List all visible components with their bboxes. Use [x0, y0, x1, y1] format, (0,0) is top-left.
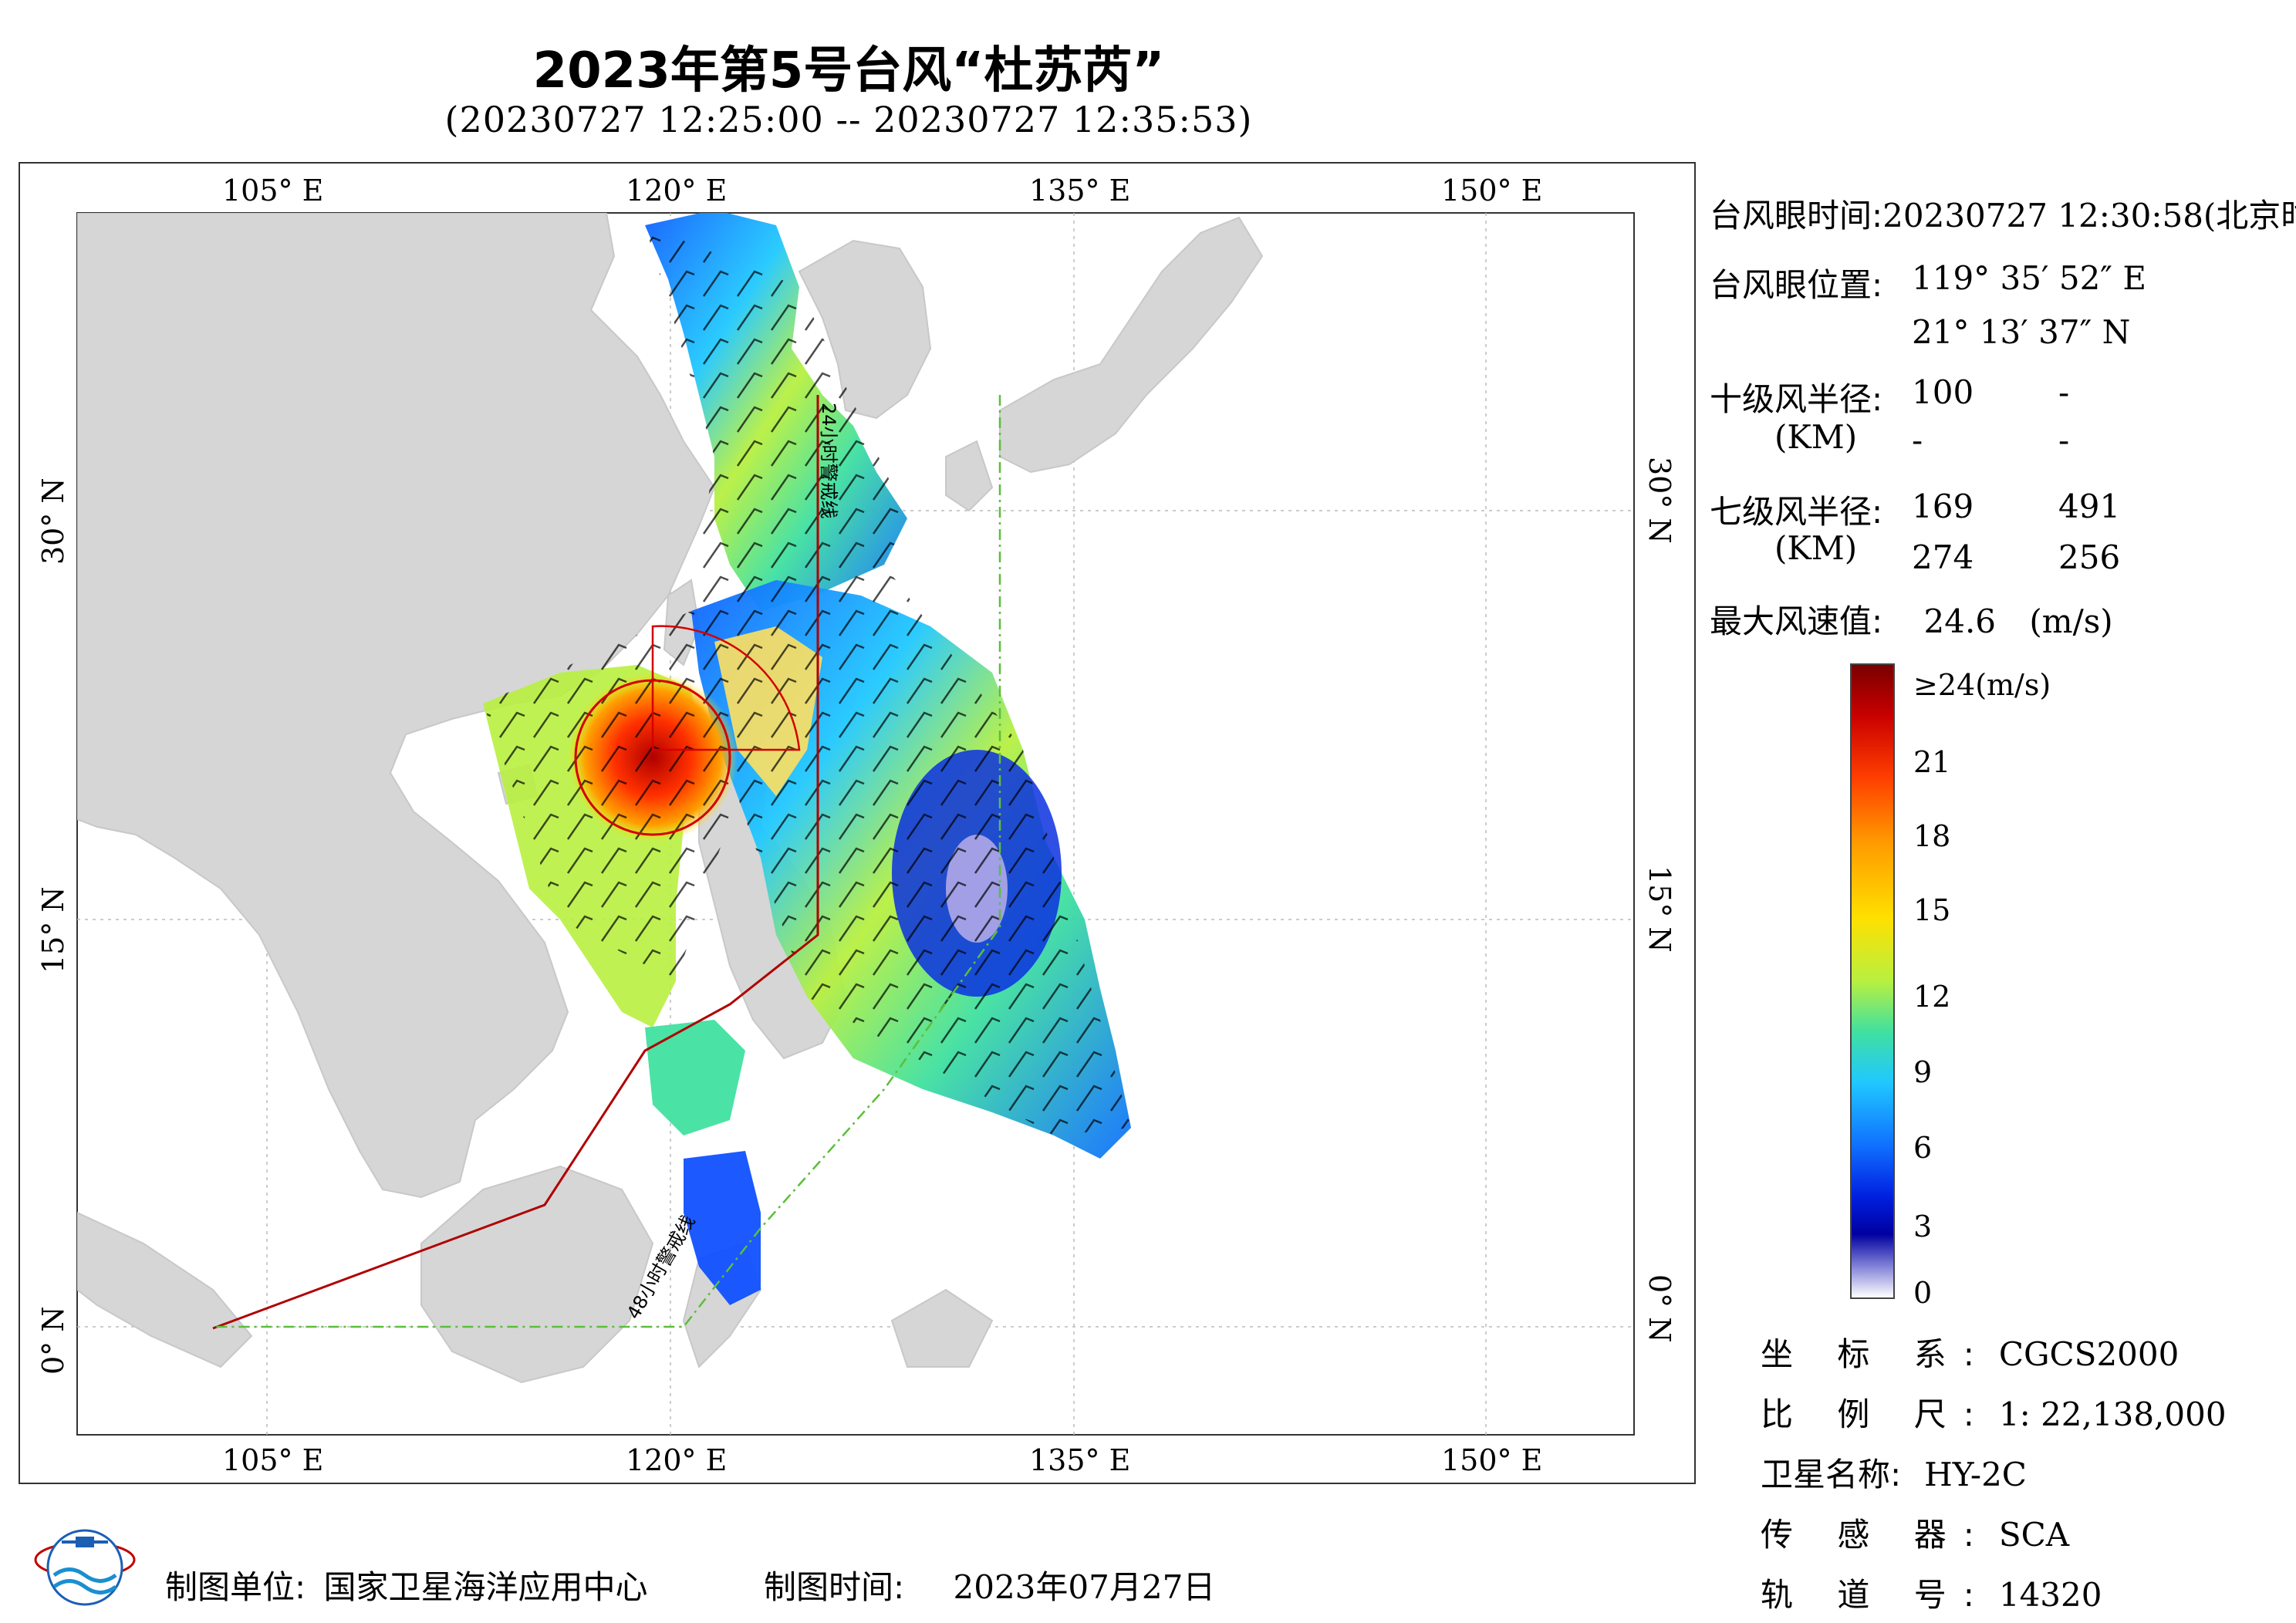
- map-subtitle: (20230727 12:25:00 -- 20230727 12:35:53): [444, 99, 1253, 140]
- eye-time-label: 台风眼时间:: [1710, 197, 1883, 235]
- meta-orbit: 轨 道 号: 14320: [1761, 1576, 2102, 1614]
- producer-value: 国家卫星海洋应用中心: [323, 1568, 648, 1606]
- map-frame: 24小时警戒线 48小时警戒线 105° E 120° E 135° E 150…: [19, 162, 1696, 1484]
- r7-sw: 274: [1912, 538, 1974, 576]
- legend-label-9: 9: [1913, 1055, 1933, 1089]
- lon-tick-bottom-150: 150° E: [1441, 1443, 1542, 1477]
- wind-swath: [483, 213, 1131, 1305]
- japan: [999, 216, 1264, 474]
- meta-scale: 比 例 尺: 1: 22,138,000: [1761, 1395, 2227, 1433]
- eye-pos-label: 台风眼位置:: [1710, 266, 1883, 304]
- date-row: 制图时间: 2023年07月27日: [764, 1561, 1215, 1608]
- r7-ne: 169: [1912, 488, 1974, 525]
- land: [77, 213, 1264, 1384]
- swath-south-b: [684, 1151, 761, 1305]
- eye-lon: 119° 35′ 52″ E: [1912, 259, 2146, 297]
- max-wind-unit: (m/s): [2029, 602, 2113, 640]
- wind-speed-colorbar: [1850, 663, 1895, 1299]
- swath-south-a: [645, 1020, 745, 1135]
- lon-tick-top-150: 150° E: [1441, 174, 1542, 208]
- r10-se: -: [2058, 373, 2070, 411]
- r7-unit: (KM): [1774, 529, 1858, 567]
- eye-lat: 21° 13′ 37″ N: [1912, 313, 2131, 351]
- eye-time-value: 20230727 12:30:58(北京时): [1882, 197, 2296, 235]
- meta-crs: 坐 标 系: CGCS2000: [1761, 1335, 2180, 1373]
- borneo: [420, 1165, 654, 1384]
- r10-nw: -: [2058, 421, 2070, 459]
- lon-tick-bottom-120: 120° E: [626, 1443, 727, 1477]
- legend-label-3: 3: [1913, 1210, 1933, 1243]
- warning-line-24h: [212, 395, 819, 1330]
- wind-barbs: [483, 225, 1131, 1135]
- eye-position-block: 台风眼位置:: [1710, 259, 1882, 306]
- legend-label-15: 15: [1913, 893, 1951, 927]
- lat-tick-left-0: 0° N: [36, 1306, 70, 1375]
- r7-label: 七级风半径:: [1710, 493, 1883, 531]
- legend-label-6: 6: [1913, 1131, 1933, 1165]
- asia-mainland: [77, 213, 716, 1199]
- wind-radius-arc: [651, 625, 801, 751]
- nsoas-logo: [31, 1513, 139, 1614]
- lat-tick-right-15: 15° N: [1643, 865, 1676, 953]
- kyushu: [945, 440, 994, 512]
- max-wind-label: 最大风速值:: [1710, 602, 1883, 640]
- map-title: 2023年第5号台风“杜苏芮”: [532, 42, 1165, 100]
- label-24h-line: 24小时警戒线: [818, 403, 839, 519]
- legend-label-21: 21: [1913, 745, 1951, 779]
- lon-tick-top-120: 120° E: [626, 174, 727, 208]
- r10-label: 十级风半径:: [1710, 380, 1883, 418]
- date-label: 制图时间:: [764, 1568, 905, 1606]
- malay-peninsula: [77, 1211, 253, 1368]
- map-canvas[interactable]: 24小时警戒线 48小时警戒线 105° E 120° E 135° E 150…: [20, 164, 1694, 1483]
- warning-line-48h: [213, 395, 1001, 1328]
- date-value: 2023年07月27日: [953, 1568, 1216, 1606]
- max-wind-row: 最大风速值: 24.6 (m/s): [1710, 596, 2113, 643]
- lon-tick-top-135: 135° E: [1029, 174, 1130, 208]
- legend-label-0: 0: [1913, 1276, 1933, 1310]
- lat-tick-left-30: 30° N: [36, 477, 70, 565]
- legend-label-18: 18: [1913, 819, 1951, 853]
- legend-label-max: ≥24(m/s): [1913, 668, 2051, 702]
- lon-tick-bottom-105: 105° E: [222, 1443, 323, 1477]
- eye-time-row: 台风眼时间:20230727 12:30:58(北京时): [1710, 190, 2296, 237]
- meta-satellite: 卫星名称: HY-2C: [1761, 1456, 2027, 1493]
- r10-sw: -: [1912, 421, 1923, 459]
- lon-tick-bottom-135: 135° E: [1029, 1443, 1130, 1477]
- korea: [798, 239, 932, 420]
- max-wind-value: 24.6: [1923, 602, 1997, 640]
- lon-tick-top-105: 105° E: [222, 174, 323, 208]
- r7-nw: 256: [2058, 538, 2121, 576]
- meta-sensor: 传 感 器: SCA: [1761, 1516, 2070, 1554]
- lat-tick-right-0: 0° N: [1643, 1274, 1676, 1343]
- lat-tick-left-15: 15° N: [36, 886, 70, 973]
- r10-ne: 100: [1912, 373, 1974, 411]
- producer-label: 制图单位:: [165, 1568, 306, 1606]
- typhoon-info-panel: 台风眼时间:20230727 12:30:58(北京时): [1710, 190, 2296, 237]
- r7-se: 491: [2058, 488, 2121, 525]
- new-guinea: [890, 1288, 994, 1368]
- legend-label-12: 12: [1913, 980, 1951, 1014]
- lat-tick-right-30: 30° N: [1643, 457, 1676, 544]
- producer-row: 制图单位: 国家卫星海洋应用中心: [165, 1561, 648, 1608]
- r10-unit: (KM): [1774, 418, 1858, 456]
